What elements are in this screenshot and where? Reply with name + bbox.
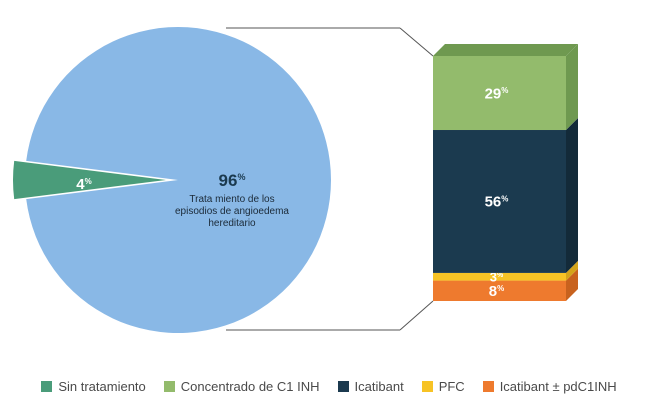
- bar-label-3-suffix: %: [501, 86, 508, 95]
- bar-segment-side-0: [566, 268, 578, 301]
- pie-label-treated-value: 96: [219, 171, 238, 190]
- pie-center-text-line: Trata miento de los: [189, 194, 274, 205]
- pie-center-text-line: episodios de angioedema: [175, 206, 289, 217]
- legend-label: Concentrado de C1 INH: [180, 378, 320, 394]
- legend-swatch: [482, 380, 494, 392]
- bar-segment-0: [433, 280, 566, 301]
- bar-label-2-value: 56: [485, 194, 502, 211]
- legend-label: Icatibant: [354, 378, 404, 394]
- bar-label-3: 29%: [485, 85, 509, 102]
- legend-item: Sin tratamiento: [41, 378, 146, 394]
- legend-swatch: [41, 380, 53, 392]
- bar-segment-side-3: [566, 44, 578, 131]
- bar-label-0-suffix: %: [497, 284, 504, 293]
- bar-label-0: 8%: [489, 283, 504, 300]
- bar-label-2: 56%: [485, 194, 509, 211]
- bar-label-1-value: 3: [490, 269, 497, 284]
- connector-line-top-diagonal: [399, 27, 434, 57]
- legend-swatch: [337, 380, 349, 392]
- legend-item: Icatibant: [337, 378, 404, 394]
- bar-segment-1: [433, 272, 566, 281]
- legend-swatch: [421, 380, 433, 392]
- bar-segment-2: [433, 130, 566, 273]
- pie-label-treated: 96%: [219, 171, 246, 190]
- pie-label-untreated-suffix: %: [85, 177, 92, 186]
- legend-item: Concentrado de C1 INH: [163, 378, 320, 394]
- legend-label: Sin tratamiento: [58, 378, 146, 394]
- bar-label-1: 3%: [490, 269, 504, 284]
- connector-line-bottom-diagonal: [399, 300, 434, 331]
- bar-label-2-suffix: %: [501, 194, 508, 203]
- pie-label-untreated-value: 4: [76, 176, 85, 193]
- pie-center-text-line: hereditario: [208, 218, 256, 229]
- bar-label-3-value: 29: [485, 85, 502, 102]
- bar-segment-3: [433, 56, 566, 131]
- legend-item: PFC: [421, 378, 465, 394]
- bar-label-1-suffix: %: [497, 272, 504, 279]
- bar-segment-side-1: [566, 260, 578, 281]
- chart-legend: Sin tratamiento Concentrado de C1 INH Icat…: [0, 374, 658, 398]
- pie-slice-untreated: [12, 160, 166, 200]
- bar-segment-side-2: [566, 118, 578, 273]
- pie-label-untreated: 4%: [76, 176, 91, 193]
- bar-label-0-value: 8: [489, 283, 497, 300]
- pie-label-treated-suffix: %: [237, 172, 245, 182]
- legend-label: Icatibant ± pdC1INH: [499, 378, 617, 394]
- legend-swatch: [163, 380, 175, 392]
- legend-label: PFC: [438, 378, 465, 394]
- pie-slice-treated: [26, 26, 331, 333]
- legend-item: Icatibant ± pdC1INH: [482, 378, 617, 394]
- bar-top-face: [433, 44, 578, 56]
